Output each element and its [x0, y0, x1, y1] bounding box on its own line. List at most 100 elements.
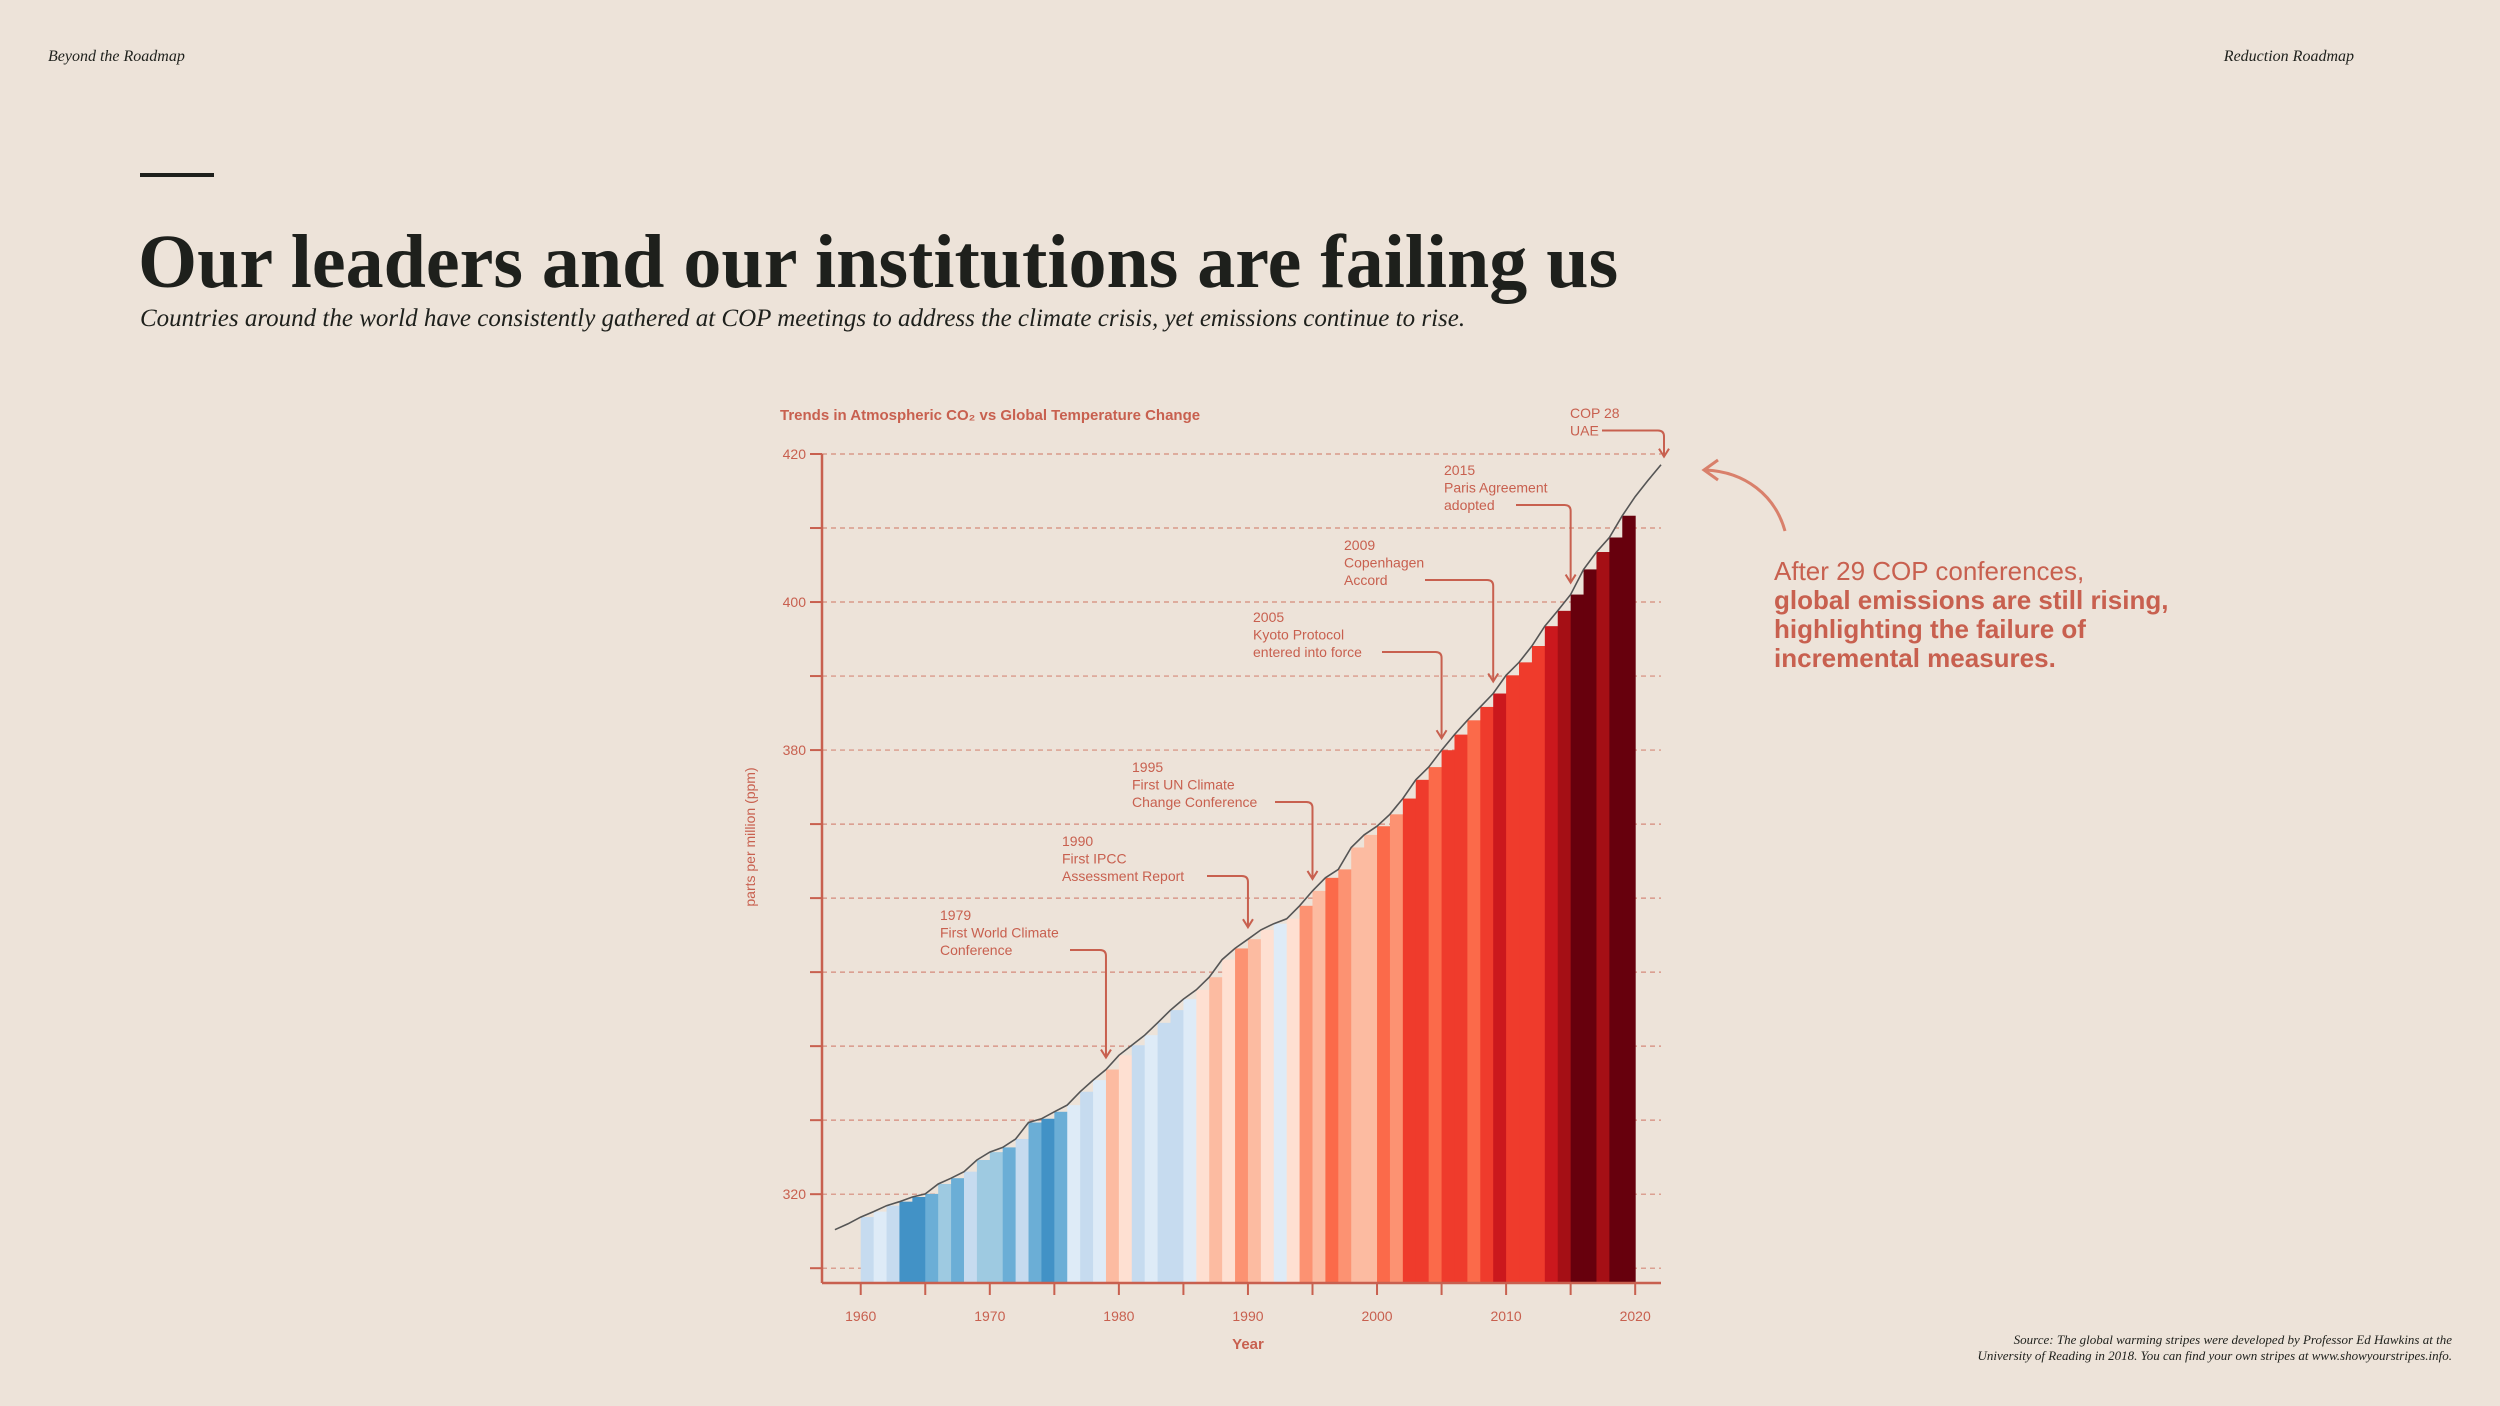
- stripe: [1002, 1147, 1017, 1283]
- stripe: [912, 1196, 926, 1283]
- annotation-text: 2009: [1344, 537, 1375, 553]
- stripe: [989, 1152, 1004, 1283]
- annotation-arrow: [1602, 429, 1665, 457]
- stripe: [1247, 939, 1262, 1283]
- annotation-text: Paris Agreement: [1444, 480, 1548, 496]
- stripe: [1506, 675, 1520, 1283]
- annotation-arrow: [1070, 949, 1107, 1058]
- y-tick-label: 380: [783, 742, 807, 758]
- stripe: [1467, 720, 1481, 1283]
- stripe: [1028, 1122, 1042, 1283]
- stripe: [886, 1205, 900, 1283]
- annotation-text: 2005: [1253, 609, 1284, 625]
- y-tick-label: 420: [783, 446, 807, 462]
- stripe: [1312, 890, 1326, 1283]
- annotation-text: 1990: [1062, 833, 1093, 849]
- stripe: [1170, 1010, 1184, 1283]
- x-tick-label: 2010: [1491, 1308, 1522, 1324]
- stripe: [963, 1171, 978, 1283]
- stripe: [1596, 551, 1610, 1283]
- source-line: Source: The global warming stripes were …: [2014, 1332, 2453, 1347]
- stripe: [1364, 834, 1378, 1283]
- y-axis-label: parts per million (ppm): [742, 767, 758, 906]
- stripe: [1015, 1138, 1030, 1283]
- stripe: [1235, 948, 1249, 1283]
- annotation-arrow: [1425, 579, 1495, 682]
- callout-bold-text: global emissions are still rising,: [1774, 585, 2168, 615]
- annotation-arrowhead: [1487, 672, 1500, 684]
- stripe: [1041, 1118, 1055, 1283]
- annotation-arrow: [1275, 801, 1314, 879]
- stripe: [1622, 515, 1636, 1283]
- stripe: [1325, 877, 1339, 1283]
- x-tick-label: 1960: [845, 1308, 876, 1324]
- annotation-text: Copenhagen: [1344, 555, 1424, 571]
- callout-text: After 29 COP conferences,: [1774, 556, 2084, 586]
- stripe: [1260, 929, 1275, 1283]
- header-left: Beyond the Roadmap: [48, 48, 185, 65]
- stripe: [1157, 1022, 1172, 1283]
- annotation-text: Kyoto Protocol: [1253, 627, 1344, 643]
- x-tick-label: 1980: [1103, 1308, 1134, 1324]
- x-tick-label: 2000: [1361, 1308, 1392, 1324]
- annotation-text: adopted: [1444, 497, 1495, 513]
- stripe: [1454, 734, 1468, 1283]
- stripe: [1054, 1111, 1068, 1283]
- stripe: [1570, 594, 1585, 1283]
- stripe: [1131, 1045, 1146, 1283]
- stripe: [1351, 847, 1365, 1283]
- annotation-text: UAE: [1570, 423, 1599, 439]
- source-line: University of Reading in 2018. You can f…: [1977, 1348, 2452, 1363]
- annotation-text: First UN Climate: [1132, 777, 1235, 793]
- annotation-arrowhead: [1564, 574, 1577, 585]
- stripe: [1480, 706, 1494, 1283]
- annotation-arrowhead: [1658, 448, 1670, 459]
- stripe: [1557, 610, 1572, 1283]
- x-axis-label: Year: [1232, 1336, 1264, 1353]
- annotation-arrowhead: [1306, 870, 1319, 881]
- stripe: [1428, 767, 1443, 1283]
- stripe: [873, 1211, 888, 1283]
- stripe: [1209, 977, 1223, 1283]
- annotation-text: 1979: [940, 907, 971, 923]
- stripe: [1093, 1080, 1107, 1283]
- stripe: [1105, 1069, 1120, 1283]
- stripe: [1583, 569, 1597, 1283]
- stripe: [1441, 750, 1455, 1283]
- annotation-text: 2015: [1444, 462, 1475, 478]
- callout-arrowhead: [1701, 458, 1719, 482]
- stripe: [1144, 1035, 1159, 1283]
- annotation-arrowhead: [1435, 729, 1448, 741]
- stripe: [1519, 662, 1533, 1283]
- stripe: [1415, 779, 1430, 1283]
- stripe: [1377, 826, 1391, 1283]
- annotation-arrow: [1382, 651, 1443, 739]
- annotation-text: First IPCC: [1062, 851, 1127, 867]
- annotation-text: Change Conference: [1132, 794, 1258, 810]
- callout-bold-text: incremental measures.: [1774, 643, 2056, 673]
- stripe: [1389, 814, 1404, 1283]
- annotation-arrowhead: [1242, 918, 1254, 930]
- stripe: [1067, 1105, 1081, 1283]
- stripe: [1338, 869, 1352, 1283]
- page-title: Our leaders and our institutions are fai…: [138, 220, 1618, 304]
- x-tick-label: 2020: [1620, 1308, 1651, 1324]
- header-right: Reduction Roadmap: [2223, 48, 2354, 65]
- stripe: [1531, 646, 1546, 1283]
- annotation-text: First World Climate: [940, 925, 1059, 941]
- stripe: [1222, 959, 1236, 1283]
- stripe: [1118, 1055, 1133, 1283]
- annotation-arrow: [1207, 875, 1249, 928]
- x-tick-label: 1970: [974, 1308, 1005, 1324]
- stripe: [976, 1159, 991, 1283]
- annotation-text: COP 28: [1570, 405, 1620, 421]
- stripe: [1544, 626, 1559, 1283]
- callout: After 29 COP conferences,global emission…: [1774, 556, 2168, 673]
- stripe: [1493, 693, 1507, 1283]
- co2-line: [834, 464, 1662, 1231]
- stripe: [951, 1178, 965, 1283]
- stripe: [1196, 989, 1210, 1283]
- stripe: [1402, 798, 1417, 1283]
- callout-bold-text: highlighting the failure of: [1774, 614, 2086, 644]
